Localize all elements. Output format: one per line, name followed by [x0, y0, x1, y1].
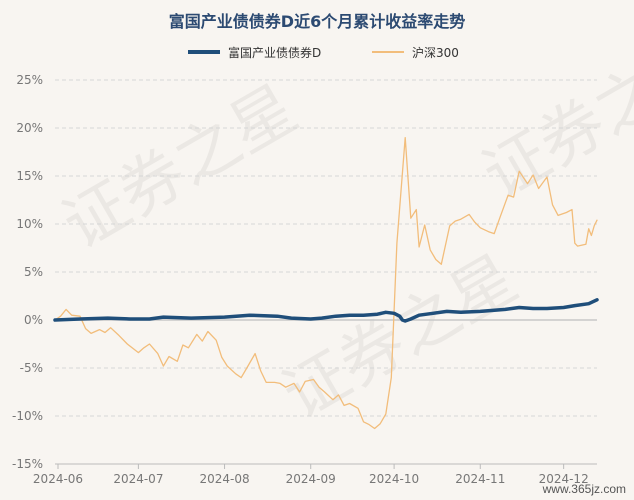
background-watermark: 证券之星 [471, 22, 634, 214]
legend-swatch-index [372, 51, 404, 53]
series-line-fund [53, 298, 599, 323]
watermark-text: www.365jz.com [542, 482, 626, 496]
x-tick-label: 2024-12 [539, 472, 589, 486]
x-tick-label: 2024-07 [113, 472, 163, 486]
y-tick-label: 25% [16, 73, 43, 87]
x-tick-label: 2024-10 [369, 472, 419, 486]
y-tick-label: 5% [24, 265, 43, 279]
series-line-index [54, 136, 598, 430]
legend-item-fund[interactable]: 富国产业债债券D [188, 42, 321, 62]
y-tick-label: -10% [12, 409, 43, 423]
legend-label-fund: 富国产业债债券D [228, 45, 322, 60]
legend-item-index[interactable]: 沪深300 [372, 42, 459, 62]
y-tick-label: 15% [16, 169, 43, 183]
y-tick-label: 0% [24, 313, 43, 327]
y-tick-label: -15% [12, 457, 43, 471]
x-tick-label: 2024-06 [33, 472, 83, 486]
y-tick-label: 10% [16, 217, 43, 231]
background-watermark: 证券之星 [51, 72, 310, 264]
legend-label-index: 沪深300 [412, 45, 459, 60]
y-tick-label: 20% [16, 121, 43, 135]
y-tick-label: -5% [20, 361, 43, 375]
x-tick-label: 2024-11 [455, 472, 505, 486]
x-tick-label: 2024-08 [199, 472, 249, 486]
chart-title: 富国产业债债券D近6个月累计收益率走势 [168, 12, 466, 31]
legend-swatch-fund [188, 50, 220, 54]
background-watermark: 证券之星 [271, 242, 530, 434]
x-tick-label: 2024-09 [286, 472, 336, 486]
legend: 富国产业债债券D 沪深300 [0, 42, 634, 62]
